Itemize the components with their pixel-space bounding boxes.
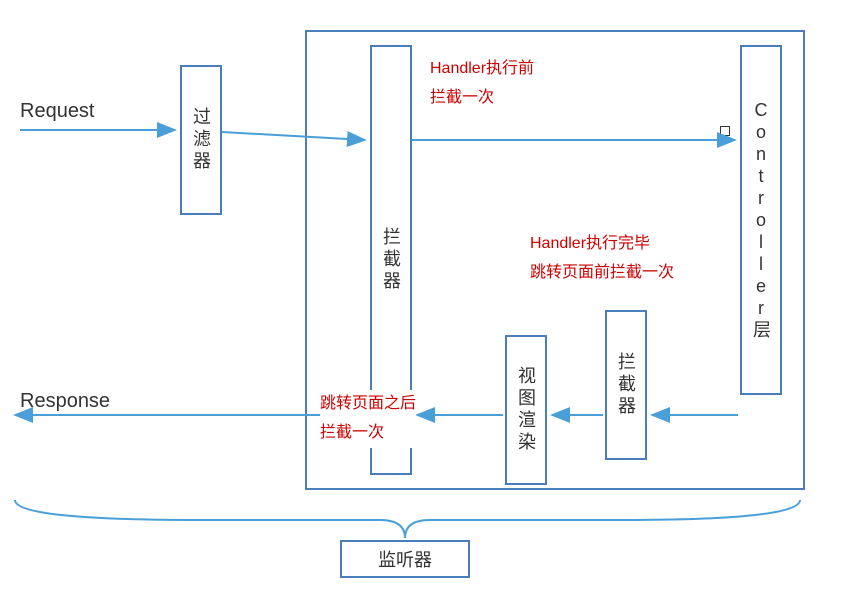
controller-box: Controller层 bbox=[740, 45, 782, 395]
after-view-line1: 跳转页面之后 bbox=[320, 390, 416, 419]
interceptor2-label: 拦截器 bbox=[607, 312, 645, 458]
view-render-box: 视图渲染 bbox=[505, 335, 547, 485]
interceptor2-box: 拦截器 bbox=[605, 310, 647, 460]
after-handler-line1: Handler执行完毕 bbox=[530, 230, 674, 259]
before-handler-line1: Handler执行前 bbox=[430, 55, 534, 84]
marker-square bbox=[720, 126, 730, 136]
after-view-line2: 拦截一次 bbox=[320, 419, 416, 448]
after-handler-line2: 跳转页面前拦截一次 bbox=[530, 259, 674, 288]
view-render-label: 视图渲染 bbox=[507, 337, 545, 483]
filter-label: 过滤器 bbox=[182, 67, 220, 213]
after-handler-annotation: Handler执行完毕 跳转页面前拦截一次 bbox=[530, 230, 674, 288]
filter-box: 过滤器 bbox=[180, 65, 222, 215]
after-view-annotation: 跳转页面之后 拦截一次 bbox=[320, 390, 416, 448]
request-text: Request bbox=[20, 100, 95, 123]
response-text: Response bbox=[20, 390, 110, 413]
listener-label: 监听器 bbox=[342, 542, 468, 576]
listener-box: 监听器 bbox=[340, 540, 470, 578]
controller-label: Controller层 bbox=[742, 47, 780, 393]
before-handler-line2: 拦截一次 bbox=[430, 84, 534, 113]
before-handler-annotation: Handler执行前 拦截一次 bbox=[430, 55, 534, 113]
